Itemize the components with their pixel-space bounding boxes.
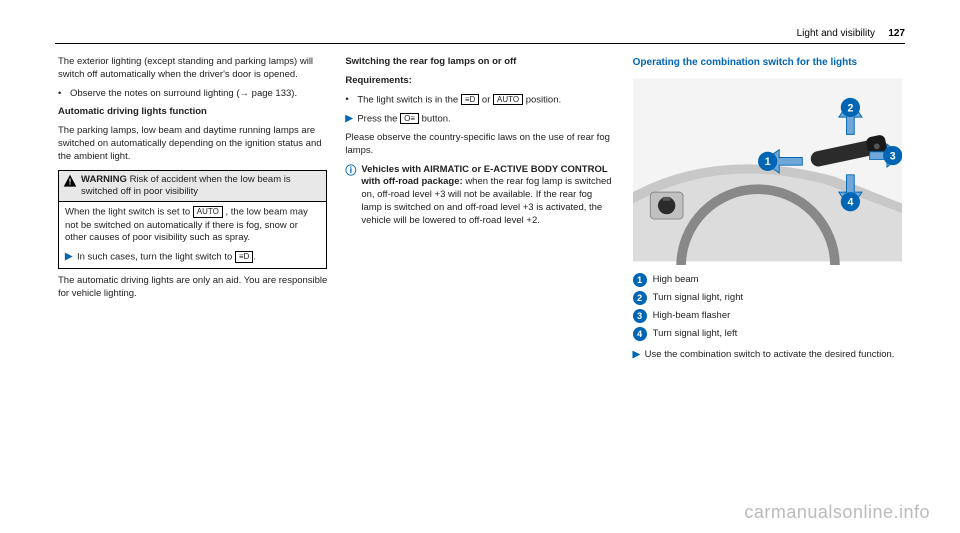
warning-body: When the light switch is set to AUTO , t… bbox=[59, 202, 326, 268]
svg-text:1: 1 bbox=[764, 156, 770, 168]
col2-req-bullet: • The light switch is in the ≡D or AUTO … bbox=[345, 94, 614, 107]
figure-svg: 1 2 3 bbox=[633, 75, 902, 265]
col1-bullet: • Observe the notes on surround lighting… bbox=[58, 88, 327, 101]
auto-icon: AUTO bbox=[493, 94, 523, 106]
col1-p2: The automatic driving lights are only an… bbox=[58, 275, 327, 301]
info-icon: ⓘ bbox=[345, 164, 359, 176]
col2-req-head: Requirements: bbox=[345, 75, 614, 88]
col2-info-row: ⓘ Vehicles with AIRMATIC or E-ACTIVE BOD… bbox=[345, 164, 614, 228]
col3-section-head: Operating the combination switch for the… bbox=[633, 56, 902, 69]
fog-icon: O≡ bbox=[400, 113, 419, 125]
column-3: Operating the combination switch for the… bbox=[633, 56, 902, 513]
warning-box: ! WARNING Risk of accident when the low … bbox=[58, 170, 327, 270]
column-1: The exterior lighting (except standing a… bbox=[58, 56, 327, 513]
col2-arrow-text: Press the O≡ button. bbox=[357, 113, 450, 126]
column-2: Switching the rear fog lamps on or off R… bbox=[345, 56, 614, 513]
col3-arrow-text: Use the combination switch to activate t… bbox=[645, 349, 895, 362]
col1-p1: The exterior lighting (except standing a… bbox=[58, 56, 327, 82]
legend-label: Turn signal light, left bbox=[653, 328, 738, 341]
col2-info-text: Vehicles with AIRMATIC or E-ACTIVE BODY … bbox=[361, 164, 614, 228]
warn-arrow-a: In such cases, turn the light switch to bbox=[77, 251, 235, 262]
legend-dot: 1 bbox=[633, 273, 647, 287]
legend-dot: 2 bbox=[633, 291, 647, 305]
bullet-mark: • bbox=[58, 88, 70, 101]
warning-arrow-text: In such cases, turn the light switch to … bbox=[77, 251, 256, 264]
legend-dot: 4 bbox=[633, 327, 647, 341]
svg-text:!: ! bbox=[69, 176, 72, 186]
warning-head-text: WARNING Risk of accident when the low be… bbox=[81, 174, 322, 199]
svg-text:2: 2 bbox=[847, 102, 853, 114]
legend: 1 High beam 2 Turn signal light, right 3… bbox=[633, 273, 902, 341]
warning-triangle-icon: ! bbox=[63, 174, 77, 188]
warning-arrow-row: ▶ In such cases, turn the light switch t… bbox=[65, 251, 320, 264]
arrow-b: button. bbox=[422, 113, 451, 124]
col2-head: Switching the rear fog lamps on or off bbox=[345, 56, 614, 69]
legend-row-1: 1 High beam bbox=[633, 273, 902, 287]
legend-row-3: 3 High-beam flasher bbox=[633, 309, 902, 323]
legend-label: High beam bbox=[653, 274, 699, 287]
auto-icon: AUTO bbox=[193, 206, 223, 218]
svg-text:4: 4 bbox=[847, 197, 853, 209]
col3-arrow-row: ▶ Use the combination switch to activate… bbox=[633, 349, 902, 362]
lowbeam-icon: ≡D bbox=[235, 251, 253, 263]
col1-auto-head: Automatic driving lights function bbox=[58, 106, 327, 119]
legend-dot: 3 bbox=[633, 309, 647, 323]
content-columns: The exterior lighting (except standing a… bbox=[58, 56, 902, 513]
arrow-icon: ▶ bbox=[633, 349, 645, 362]
page: Light and visibility 127 The exterior li… bbox=[0, 0, 960, 533]
legend-row-2: 2 Turn signal light, right bbox=[633, 291, 902, 305]
header-bar: Light and visibility 127 bbox=[55, 28, 905, 44]
col1-auto-head-text: Automatic driving lights function bbox=[58, 106, 207, 117]
arrow-icon: ▶ bbox=[345, 113, 357, 126]
bullet-mark: • bbox=[345, 94, 357, 107]
warning-header: ! WARNING Risk of accident when the low … bbox=[59, 171, 326, 203]
header-section: Light and visibility bbox=[797, 28, 875, 39]
req-c: position. bbox=[526, 94, 561, 105]
warn-body-1a: When the light switch is set to bbox=[65, 207, 193, 218]
arrow-icon: ▶ bbox=[65, 251, 77, 264]
legend-row-4: 4 Turn signal light, left bbox=[633, 327, 902, 341]
col2-p1: Please observe the country-specific laws… bbox=[345, 132, 614, 158]
lowbeam-icon: ≡D bbox=[461, 94, 479, 106]
warning-title: WARNING bbox=[81, 174, 127, 185]
req-b: or bbox=[482, 94, 493, 105]
combination-switch-figure: 1 2 3 bbox=[633, 75, 902, 265]
arrow-a: Press the bbox=[357, 113, 400, 124]
legend-label: Turn signal light, right bbox=[653, 292, 743, 305]
col2-arrow-row: ▶ Press the O≡ button. bbox=[345, 113, 614, 126]
warning-body-p1: When the light switch is set to AUTO , t… bbox=[65, 206, 320, 245]
col1-bullet-text: Observe the notes on surround lighting (… bbox=[70, 88, 297, 101]
col2-req-text: The light switch is in the ≡D or AUTO po… bbox=[357, 94, 561, 107]
svg-text:3: 3 bbox=[889, 150, 895, 162]
legend-label: High-beam flasher bbox=[653, 310, 731, 323]
req-a: The light switch is in the bbox=[357, 94, 461, 105]
header-page-number: 127 bbox=[888, 28, 905, 39]
col1-auto-body: The parking lamps, low beam and daytime … bbox=[58, 125, 327, 163]
